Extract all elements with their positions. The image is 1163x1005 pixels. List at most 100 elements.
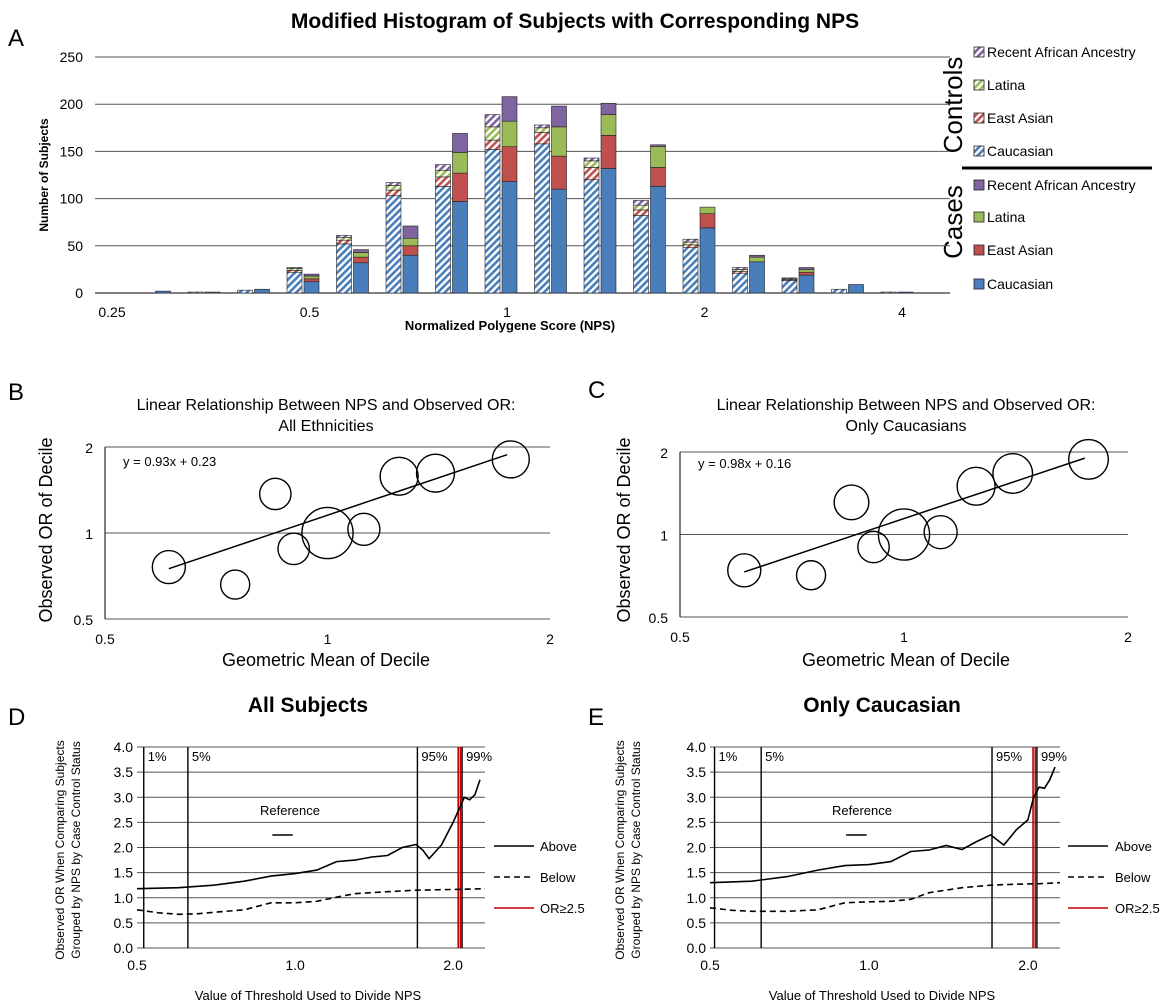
scatter-c-data-point [727,553,762,588]
histogram-bar-controls-caucasian [880,291,897,294]
histogram-bar-cases-caucasian [551,188,567,294]
panel-letter-e: E [588,704,604,731]
line-d-percentile-label: 99% [466,749,492,764]
histogram-bar-controls-recent_african [336,235,352,238]
line-e-title: Only Caucasian [803,694,961,717]
histogram-bar-controls-latina [633,204,649,211]
legend-cases-east-asian: East Asian [987,242,1053,258]
line-e-x-tick-label: 1.0 [859,957,879,973]
histogram-bar-controls-caucasian [385,195,402,294]
histogram-bar-cases-east_asian [798,271,815,276]
histogram-bar-cases-east_asian [699,213,716,229]
line-e-y-axis-label-line2: Grouped by NPS by Case Control Status [629,741,643,958]
line-d-percentile-label: 95% [421,749,447,764]
histogram-bar-controls-caucasian [484,149,501,294]
histogram-bar-cases-recent_african [551,105,567,128]
histogram-bar-cases-caucasian [699,227,716,294]
histogram-bar-cases-latina [699,206,716,215]
line-d-y-tick-label: 1.0 [114,890,134,906]
histogram-x-tick-label: 2 [701,304,709,320]
legend-controls-african: Recent African Ancestry [987,44,1136,60]
histogram-bar-cases-latina [798,269,815,273]
histogram-bar-controls-recent_african [583,157,600,162]
panel-letter-b: B [8,379,24,406]
histogram-bar-cases-recent_african [650,144,666,147]
scatter-c-subtitle: Only Caucasians [846,418,967,435]
line-d-y-tick-label: 0.5 [114,915,134,931]
histogram-bar-cases-caucasian [749,261,765,294]
scatter-b-data-point [491,440,530,479]
histogram-bar-cases-caucasian [848,284,864,294]
line-d-x-tick-label: 1.0 [285,957,305,973]
histogram-bar-controls-east_asian [484,139,501,150]
legend-swatch-controls-latina [973,79,985,91]
histogram-bar-cases-caucasian [452,201,468,294]
histogram-bar-cases-latina [303,275,320,280]
scatter-b-data-point [347,512,381,547]
line-d-y-axis-label-line1: Observed OR When Comparing Subjects [53,740,67,959]
legend-swatch-cases-east-asian [973,244,985,256]
histogram-bar-controls-east_asian [583,167,600,181]
chart-marks: 0 50 100 150 200 250 0.25 0.5 1 2 4 0.5 1 2 0.5 1 2 0.5 1 2… [60,46,1132,973]
line-d-y-tick-label: 3.0 [114,789,134,805]
scatter-c-x-tick-label: 2 [1124,629,1132,645]
line-d-y-tick-label: 3.5 [114,764,134,780]
scatter-c-x-tick-label: 0.5 [670,629,690,645]
line-d-reference-label: Reference [260,803,320,818]
histogram-bar-controls-recent_african [732,267,748,270]
histogram-bar-controls-east_asian [534,132,550,145]
histogram-bar-controls-recent_african [286,267,303,269]
scatter-b-data-point [151,549,187,585]
histogram-bar-controls-recent_african [781,277,798,280]
line-d-legend-threshold: OR≥2.5 [540,901,585,916]
histogram-bar-controls-latina [583,160,600,168]
scatter-b-x-tick-label: 0.5 [95,631,115,647]
histogram-bar-controls-east_asian [385,189,402,197]
histogram-bar-cases-recent_african [452,133,468,153]
line-d-y-tick-label: 0.0 [114,940,134,956]
line-e-above-line [709,766,1056,884]
line-e-percentile-label: 95% [996,749,1022,764]
scatter-b-data-point [258,477,292,511]
histogram-bar-controls-east_asian [633,209,649,216]
histogram-bar-cases-caucasian [798,274,815,294]
panel-letter-a: A [8,25,24,52]
line-d-above-line [136,779,481,890]
line-d-legend-below: Below [540,870,576,885]
histogram-y-tick-label: 250 [60,49,84,65]
legend-swatch-controls-recent-african [973,46,985,58]
scatter-c-data-point [833,484,870,521]
histogram-x-tick-label: 0.5 [300,304,320,320]
histogram-bar-controls-recent_african [534,124,550,129]
histogram-bar-cases-recent_african [402,225,419,239]
histogram-bar-controls-latina [336,237,352,241]
histogram-bar-cases-latina [650,146,666,168]
histogram-bar-controls-east_asian [435,176,451,187]
scatter-c-data-point [923,514,958,550]
line-e-y-tick-label: 3.0 [687,789,707,805]
scatter-c-y-tick-label: 2 [660,445,668,461]
histogram-bar-controls-recent_african [385,182,402,186]
histogram-bar-cases-latina [551,126,567,157]
line-d-percentile-label: 1% [148,749,167,764]
line-e-legend-above: Above [1115,839,1152,854]
histogram-bar-controls-caucasian [187,291,204,294]
legend-swatch-controls-east-asian [973,112,985,124]
histogram-bar-controls-east_asian [682,244,699,248]
scatter-c-y-tick-label: 1 [660,528,668,544]
scatter-b-data-point [379,456,419,496]
line-e-percentile-label: 1% [719,749,738,764]
scatter-c-y-tick-label: 0.5 [649,610,669,626]
scatter-c-data-point [877,508,931,561]
line-d-y-tick-label: 4.0 [114,739,134,755]
legend-swatch-cases-caucasian [973,278,985,290]
line-e-x-axis-label: Value of Threshold Used to Divide NPS [769,988,996,1003]
histogram-y-tick-label: 0 [75,285,83,301]
histogram-y-tick-label: 100 [60,191,84,207]
line-e-y-tick-label: 3.5 [687,764,707,780]
histogram-bar-cases-recent_african [600,102,617,115]
histogram-bar-controls-recent_african [435,164,451,171]
legend-controls-caucasian: Caucasian [987,143,1053,159]
line-d-y-tick-label: 2.5 [114,814,134,830]
